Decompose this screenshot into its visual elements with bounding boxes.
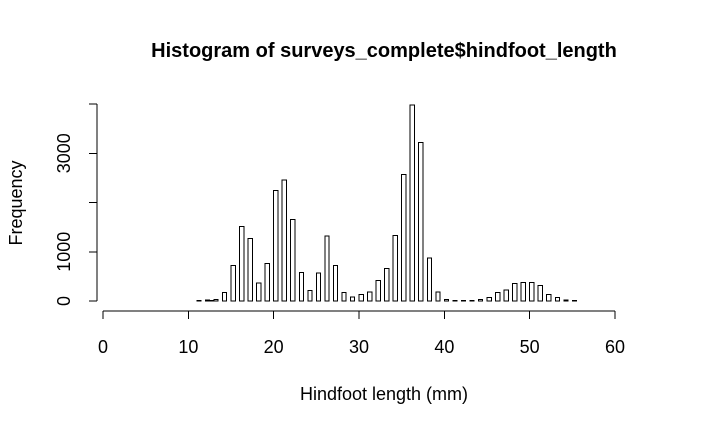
y-axis: 0 1000 3000	[54, 103, 98, 306]
histogram-bar	[384, 268, 390, 302]
histogram-bar	[435, 291, 441, 302]
histogram-bar	[324, 235, 330, 302]
histogram-bars	[196, 104, 578, 302]
y-tick-label: 3000	[54, 133, 74, 173]
x-tick-label: 50	[520, 337, 540, 357]
histogram-bar	[290, 218, 296, 302]
histogram-bar	[332, 265, 339, 302]
x-tick-label: 10	[178, 337, 198, 357]
histogram-bar	[341, 292, 347, 302]
histogram-bar	[529, 281, 535, 302]
histogram-bar	[401, 173, 407, 302]
chart-title: Histogram of surveys_complete$hindfoot_l…	[151, 40, 617, 62]
histogram-bar	[503, 289, 509, 302]
histogram-bar	[358, 294, 364, 302]
y-tick-label: 1000	[54, 232, 74, 272]
y-tick-label: 0	[54, 296, 74, 306]
histogram-bar	[221, 292, 228, 302]
histogram-bar	[213, 299, 219, 302]
y-axis-label: Frequency	[6, 160, 26, 245]
histogram-bar	[554, 297, 561, 302]
histogram-bar	[443, 299, 450, 302]
histogram-bar	[349, 296, 356, 302]
histogram-bar	[230, 265, 236, 302]
histogram-bar	[256, 282, 262, 302]
x-tick-label: 60	[605, 337, 625, 357]
histogram-bar	[239, 226, 245, 302]
histogram-bar	[204, 299, 211, 302]
histogram-bar	[477, 299, 484, 302]
histogram-bar	[546, 294, 552, 302]
histogram-bar	[281, 179, 287, 302]
x-tick-label: 30	[349, 337, 369, 357]
x-axis: 0 10 20 30 40 50 60	[98, 310, 625, 357]
histogram-bar	[298, 271, 305, 302]
histogram-bar	[367, 291, 373, 302]
x-axis-label: Hindfoot length (mm)	[300, 384, 468, 404]
x-tick-label: 40	[434, 337, 454, 357]
x-tick-label: 0	[98, 337, 108, 357]
x-tick-label: 20	[264, 337, 284, 357]
histogram-bar	[520, 281, 526, 302]
histogram-bar	[315, 272, 322, 302]
histogram-bar	[273, 190, 279, 302]
histogram-bar	[486, 297, 492, 302]
histogram-bar	[264, 263, 270, 302]
histogram-bar	[495, 292, 501, 302]
histogram-bar	[418, 141, 424, 302]
histogram-bar	[409, 104, 415, 302]
histogram-bar	[375, 279, 381, 302]
histogram-bar	[426, 257, 433, 302]
histogram-bar	[512, 282, 518, 302]
histogram-bar	[392, 235, 398, 302]
histogram-bar	[563, 299, 569, 302]
histogram-bar	[307, 290, 313, 302]
histogram-bar	[537, 285, 543, 302]
histogram-bar	[247, 237, 253, 302]
